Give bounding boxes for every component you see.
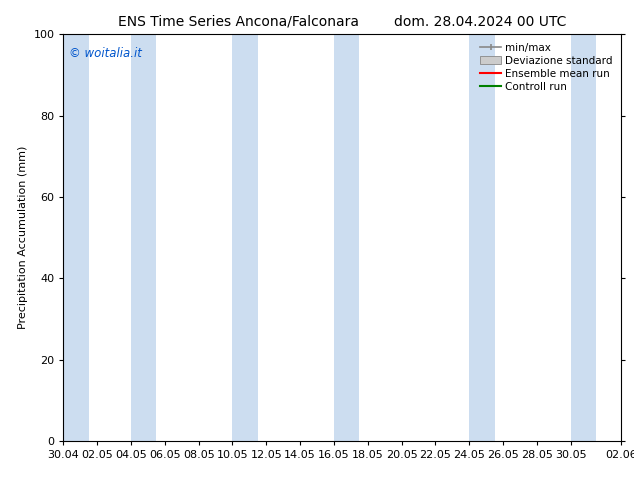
Bar — [233, 34, 258, 441]
Bar — [334, 34, 359, 441]
Bar — [131, 34, 157, 441]
Title: ENS Time Series Ancona/Falconara        dom. 28.04.2024 00 UTC: ENS Time Series Ancona/Falconara dom. 28… — [118, 15, 567, 29]
Y-axis label: Precipitation Accumulation (mm): Precipitation Accumulation (mm) — [18, 146, 28, 329]
Bar — [469, 34, 495, 441]
Text: © woitalia.it: © woitalia.it — [69, 47, 142, 59]
Legend: min/max, Deviazione standard, Ensemble mean run, Controll run: min/max, Deviazione standard, Ensemble m… — [477, 40, 616, 95]
Bar — [571, 34, 596, 441]
Bar — [63, 34, 89, 441]
